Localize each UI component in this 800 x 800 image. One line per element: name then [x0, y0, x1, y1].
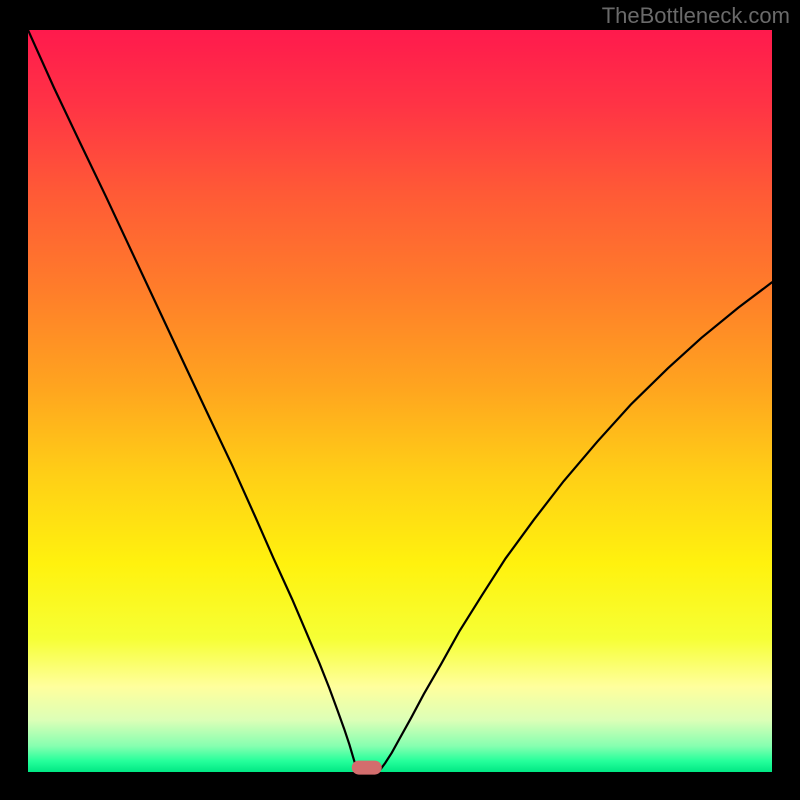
optimal-marker	[351, 760, 382, 775]
watermark-label: TheBottleneck.com	[602, 3, 790, 29]
chart-frame: TheBottleneck.com	[0, 0, 800, 800]
bottleneck-chart-svg	[28, 30, 772, 772]
gradient-background	[28, 30, 772, 772]
plot-area	[28, 30, 772, 772]
